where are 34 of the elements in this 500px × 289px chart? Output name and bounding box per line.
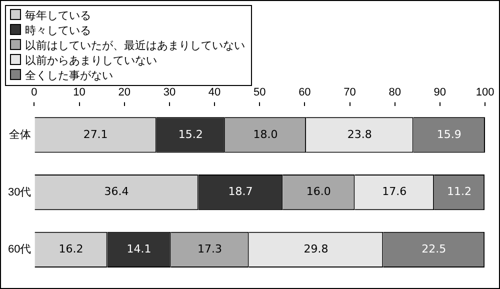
x-tick-label: 100: [476, 86, 494, 99]
data-label: 23.8: [347, 128, 372, 141]
legend-label: 以前はしていたが、最近はあまりしていない: [24, 38, 245, 53]
data-label: 17.3: [198, 242, 222, 256]
data-label: 14.1: [126, 242, 152, 256]
x-tick-label: 30: [163, 86, 176, 99]
data-label: 15.9: [436, 128, 462, 141]
x-tick-label: 90: [434, 86, 446, 99]
data-label: 29.8: [304, 242, 328, 256]
x-tick-label: 0: [31, 86, 38, 99]
data-label: 18.0: [253, 128, 278, 141]
x-tick-label: 10: [73, 86, 86, 99]
y-tick-label: 全体: [9, 128, 32, 141]
data-label: 17.6: [382, 185, 407, 198]
data-label: 27.1: [83, 128, 108, 141]
x-tick-label: 50: [253, 86, 266, 99]
data-label: 36.4: [104, 185, 129, 198]
legend-label: 時々している: [24, 23, 92, 38]
data-label: 16.0: [306, 185, 331, 198]
data-label: 11.2: [447, 185, 472, 198]
data-label: 16.2: [58, 242, 84, 256]
y-tick-label: 60代: [8, 244, 32, 256]
legend-label: 毎年している: [24, 8, 92, 23]
legend-label: 全くした事がない: [24, 68, 114, 83]
y-tick-label: 30代: [8, 186, 32, 198]
data-label: 18.7: [228, 185, 253, 198]
x-tick-label: 80: [388, 86, 401, 99]
x-tick-label: 40: [208, 86, 221, 99]
legend-label: 以前からあまりしていない: [24, 53, 158, 68]
data-label: 15.2: [178, 128, 203, 141]
data-label: 22.5: [422, 242, 446, 256]
x-tick-label: 20: [118, 86, 131, 99]
x-tick-label: 70: [344, 86, 356, 99]
x-tick-label: 60: [298, 86, 311, 99]
